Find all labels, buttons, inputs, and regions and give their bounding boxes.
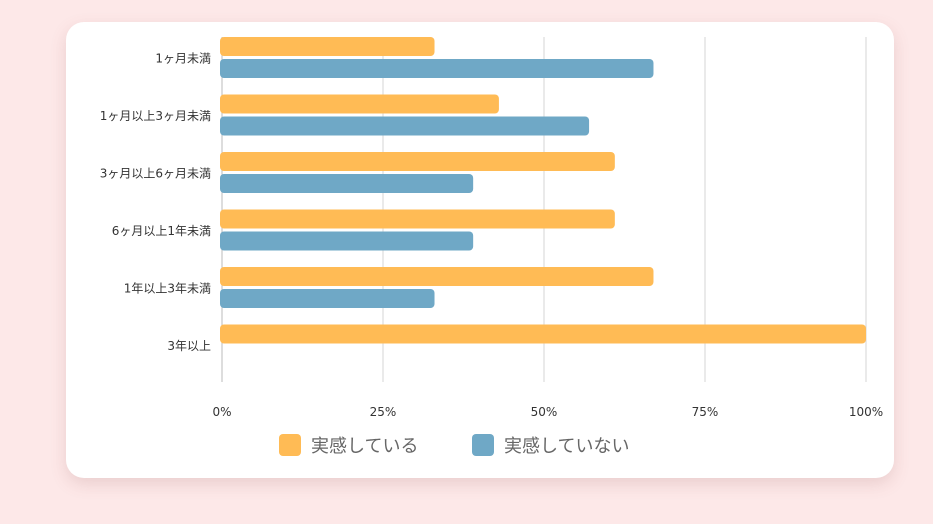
bar-1 [220,289,435,308]
x-tick-labels: 0% 25% 50% 75% 100% [212,405,883,419]
category-label: 6ヶ月以上1年未満 [112,224,211,238]
legend-label: 実感していない [504,436,629,457]
bar-0 [220,267,654,286]
bar-1 [220,174,474,193]
bar-0 [220,209,615,229]
x-tick-label: 50% [531,405,558,419]
bar-0 [220,324,866,344]
category-label: 3ヶ月以上6ヶ月未満 [100,167,211,181]
category-label: 1年以上3年未満 [124,282,211,296]
category-label: 1ヶ月以上3ヶ月未満 [100,109,211,123]
bar-0 [220,152,615,171]
bar-1 [220,59,654,78]
x-tick-label: 75% [692,405,719,419]
legend-label: 実感している [311,436,418,457]
bar-0 [220,37,435,56]
legend-swatch [279,434,301,456]
bar-1 [220,231,474,251]
x-tick-label: 100% [849,405,883,419]
bars [220,37,866,344]
legend: 実感している 実感していない [279,434,629,457]
x-tick-label: 0% [212,405,231,419]
bar-1 [220,116,590,136]
x-tick-label: 25% [370,405,397,419]
category-label: 1ヶ月未満 [155,52,211,66]
category-label: 3年以上 [167,339,211,353]
legend-swatch [472,434,494,456]
category-labels: 1ヶ月未満 1ヶ月以上3ヶ月未満 3ヶ月以上6ヶ月未満 6ヶ月以上1年未満 1年以上3年… [100,52,211,354]
bar-0 [220,94,499,114]
